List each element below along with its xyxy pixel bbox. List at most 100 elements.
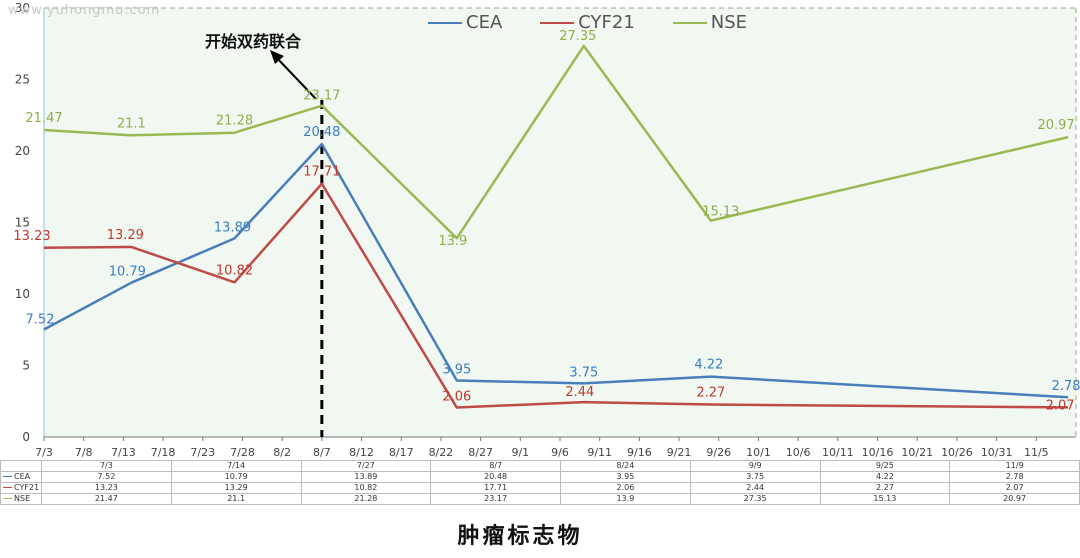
table-swatch-nse (3, 498, 12, 499)
plot-area (44, 8, 1076, 437)
data-table-cell: 13.29 (170, 482, 302, 494)
x-tick-label: 7/3 (35, 446, 53, 459)
y-tick-label: 25 (15, 73, 30, 87)
y-tick-label: 5 (22, 359, 30, 373)
data-table-cell: 17.71 (430, 482, 561, 494)
data-label-cyf21: 2.27 (696, 386, 725, 401)
data-table-cell: 4.22 (819, 471, 951, 483)
legend-label-cea: CEA (466, 12, 503, 33)
annotation-label: 开始双药联合 (205, 32, 302, 51)
annotation-arrow-line (275, 56, 317, 100)
x-tick-label: 10/26 (941, 446, 973, 459)
data-table-header: 8/24 (560, 460, 691, 472)
line-chart: 0 5 10 15 20 25 30 7/3 7/8 7/13 7/18 7/23 7/28 8/2 8/7… (13, 1, 1080, 459)
data-label-nse: 15.13 (702, 205, 739, 220)
data-label-cea: 2.78 (1052, 379, 1080, 394)
y-tick-label: 30 (15, 1, 30, 15)
legend-label-nse: NSE (710, 12, 748, 33)
x-tick-label: 10/21 (901, 446, 933, 459)
x-tick-label: 9/6 (551, 446, 569, 459)
legend: CEA CYF21 NSE (428, 12, 747, 33)
data-label-cea: 3.75 (569, 365, 598, 380)
y-tick-label: 0 (22, 430, 30, 444)
table-swatch-cyf21 (3, 487, 12, 488)
data-table-cell: 20.48 (430, 471, 561, 483)
data-table-cell: 20.97 (949, 493, 1080, 505)
data-label-nse: 27.35 (559, 29, 596, 44)
x-tick-label: 10/6 (786, 446, 811, 459)
data-table-cell: 21.28 (300, 493, 432, 505)
data-table-row-head: CYF21 (0, 482, 42, 494)
watermark: www.yuhongmu.com (8, 3, 161, 18)
data-table-cell: 2.27 (819, 482, 951, 494)
data-label-nse: 20.97 (1037, 118, 1074, 133)
data-label-nse: 21.28 (216, 114, 253, 129)
legend-swatch-cyf21 (540, 21, 575, 24)
data-table-row-label: CEA (14, 472, 31, 482)
data-table-cell: 2.07 (949, 482, 1080, 494)
data-table-row-label: NSE (14, 494, 31, 504)
y-tick-label: 10 (15, 287, 30, 301)
data-table-cell: 27.35 (689, 493, 821, 505)
annotation-arrow-head (270, 50, 284, 64)
data-label-cea: 7.52 (26, 312, 55, 327)
data-label-nse: 13.9 (438, 234, 467, 249)
x-tick-label: 9/1 (511, 446, 529, 459)
x-tick-label: 8/2 (273, 446, 291, 459)
data-label-nse: 21.1 (117, 116, 146, 131)
data-label-cea: 4.22 (694, 358, 723, 373)
x-tick-label: 7/23 (190, 446, 215, 459)
data-label-cea: 13.89 (214, 220, 251, 235)
data-table-cell: 2.06 (560, 482, 691, 494)
x-tick-label: 8/17 (389, 446, 414, 459)
data-table-header-row: 7/3 7/14 7/27 8/7 8/24 9/9 9/25 11/9 (0, 460, 1080, 472)
data-label-cyf21: 2.06 (442, 390, 471, 405)
data-label-cyf21: 2.44 (565, 385, 594, 400)
x-tick-label: 8/27 (468, 446, 493, 459)
data-table-cell: 3.95 (560, 471, 691, 483)
data-label-cea: 3.95 (442, 363, 471, 378)
x-tick-label: 7/8 (75, 446, 93, 459)
y-tick-label: 20 (15, 144, 30, 158)
data-table-row-cyf21: CYF21 13.23 13.29 10.82 17.71 2.06 2.44 … (0, 482, 1080, 494)
data-table-header: 9/9 (689, 460, 821, 472)
data-table-cell: 13.89 (300, 471, 432, 483)
data-table-row-cea: CEA 7.52 10.79 13.89 20.48 3.95 3.75 4.2… (0, 471, 1080, 483)
data-label-cea: 20.48 (303, 125, 340, 140)
x-tick-label: 8/12 (349, 446, 374, 459)
data-table-cell: 13.9 (560, 493, 691, 505)
y-tick-label: 15 (15, 216, 30, 230)
x-tick-label: 10/11 (822, 446, 854, 459)
series-line-cyf21 (43, 182, 1069, 409)
data-table-header: 7/3 (41, 460, 172, 472)
data-table-header: 9/25 (819, 460, 951, 472)
data-label-cyf21: 10.82 (216, 263, 253, 278)
data-table-header: 8/7 (430, 460, 561, 472)
series-line-nse (43, 44, 1069, 240)
legend-label-cyf21: CYF21 (578, 12, 635, 33)
data-label-cyf21: 17.71 (303, 165, 340, 180)
data-label-nse: 21.47 (25, 111, 62, 126)
data-table-cell: 10.79 (170, 471, 302, 483)
x-tick-label: 11/5 (1024, 446, 1049, 459)
data-label-cyf21: 13.23 (13, 229, 50, 244)
data-label-cyf21: 13.29 (107, 228, 144, 243)
data-table-cell: 21.1 (170, 493, 302, 505)
legend-item-cea: CEA (428, 12, 502, 33)
data-label-nse: 23.17 (303, 89, 340, 104)
data-table-cell: 2.44 (689, 482, 821, 494)
data-table-cell: 10.82 (300, 482, 432, 494)
x-tick-label: 8/22 (429, 446, 454, 459)
data-table-row-head: NSE (0, 493, 42, 505)
data-table-header: 7/27 (300, 460, 432, 472)
data-table-cell: 21.47 (41, 493, 172, 505)
data-table-row-nse: NSE 21.47 21.1 21.28 23.17 13.9 27.35 15… (0, 493, 1080, 505)
data-table-cell: 15.13 (819, 493, 951, 505)
x-tick-label: 10/1 (746, 446, 771, 459)
data-table-corner (0, 460, 42, 472)
x-tick-label: 10/31 (981, 446, 1013, 459)
data-table-row-label: CYF21 (14, 483, 40, 493)
x-tick-label: 9/16 (627, 446, 652, 459)
data-table-header: 7/14 (170, 460, 302, 472)
data-table-row-head: CEA (0, 471, 42, 483)
